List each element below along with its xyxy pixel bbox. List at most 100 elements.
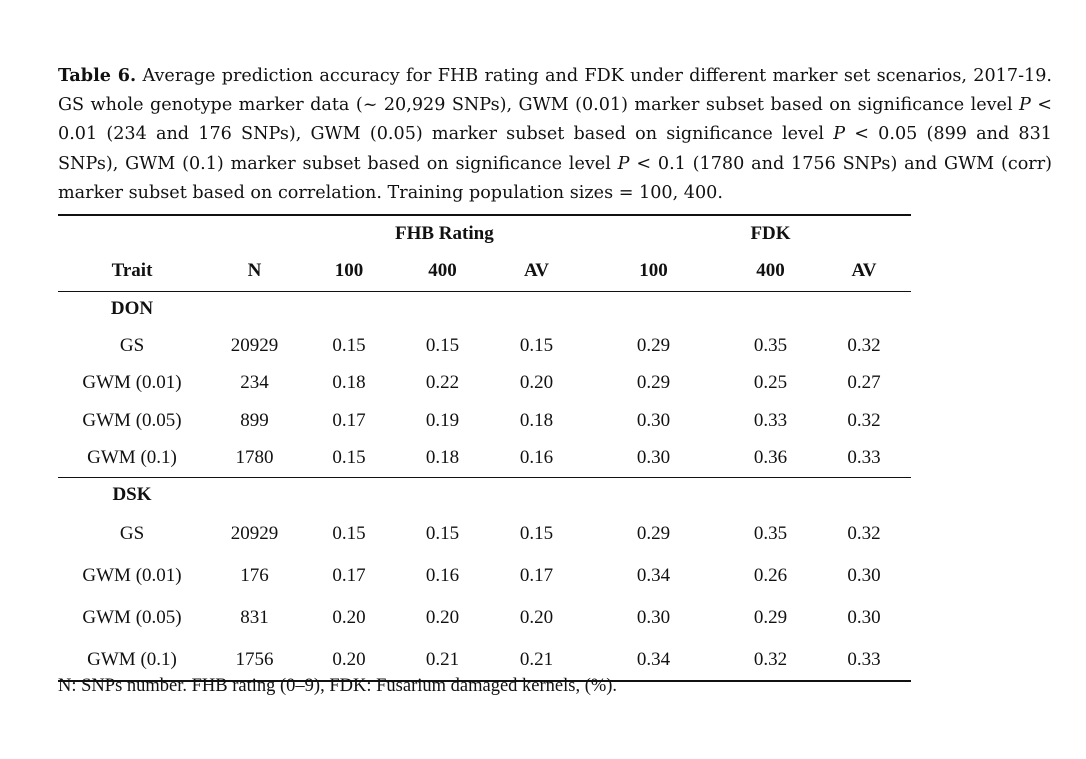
trait-cell: GS xyxy=(119,334,145,356)
n-cell: 831 xyxy=(240,607,269,628)
caption-p-symbol: P xyxy=(1019,95,1031,116)
fdk-av-cell: 0.32 xyxy=(847,523,881,544)
n-cell: 20929 xyxy=(230,334,279,356)
group-header-fhb-rating: FHB Rating xyxy=(395,214,494,251)
section-label: DSK xyxy=(112,484,152,506)
fdk-100-cell: 0.34 xyxy=(636,565,671,586)
fhb-400-cell: 0.21 xyxy=(395,639,490,682)
fdk-av-cell: 0.32 xyxy=(847,409,881,431)
caption-text: Average prediction accuracy for FHB rati… xyxy=(58,66,1052,116)
fhb-400-cell: 0.18 xyxy=(395,439,490,478)
section-spacer xyxy=(206,291,911,327)
fhb-av-cell: 0.21 xyxy=(490,639,583,682)
fhb-400-cell: 0.20 xyxy=(425,607,460,628)
fdk-av-cell: 0.30 xyxy=(847,565,881,586)
fdk-100-cell: 0.30 xyxy=(636,607,671,628)
group-header-spacer xyxy=(58,214,206,251)
table-row: GWM (0.05) 899 0.17 0.19 0.18 0.30 0.33 … xyxy=(58,402,911,440)
trait-cell: GWM (0.01) xyxy=(82,372,182,394)
caption-text: < 0.1 (1780 and 1756 SNPs) and GWM (corr… xyxy=(58,153,1052,203)
table-row: GWM (0.01) 176 0.17 0.16 0.17 0.34 0.26 … xyxy=(58,555,911,597)
trait-cell: GWM (0.1) xyxy=(58,439,206,478)
fdk-av-cell: 0.30 xyxy=(847,607,881,628)
column-header-fhb-100: 100 xyxy=(303,251,395,292)
trait-cell: GWM (0.1) xyxy=(58,639,206,682)
fdk-400-cell: 0.35 xyxy=(753,523,788,544)
n-cell: 176 xyxy=(240,565,269,586)
fhb-400-cell: 0.16 xyxy=(425,565,460,586)
section-spacer xyxy=(206,477,911,513)
fdk-400-cell: 0.35 xyxy=(753,334,788,356)
fdk-100-cell: 0.29 xyxy=(636,372,671,394)
table-row: GWM (0.1) 1780 0.15 0.18 0.16 0.30 0.36 … xyxy=(58,439,911,478)
fdk-av-cell: 0.32 xyxy=(847,334,881,356)
group-header-spacer xyxy=(817,214,911,251)
fhb-av-cell: 0.17 xyxy=(519,565,554,586)
fdk-400-cell: 0.25 xyxy=(753,372,788,394)
fhb-100-cell: 0.20 xyxy=(303,639,395,682)
trait-cell: GWM (0.01) xyxy=(82,565,182,586)
fhb-av-cell: 0.15 xyxy=(519,523,554,544)
group-header-spacer xyxy=(490,214,583,251)
column-header-fdk-av: AV xyxy=(817,251,911,292)
fdk-100-cell: 0.30 xyxy=(583,439,724,478)
n-cell: 1756 xyxy=(206,639,303,682)
column-header-fdk-400: 400 xyxy=(724,251,817,292)
fdk-100-cell: 0.29 xyxy=(636,334,671,356)
column-header-n: N xyxy=(206,251,303,292)
table-footnote: N: SNPs number. FHB rating (0–9), FDK: F… xyxy=(58,676,618,696)
trait-cell: GWM (0.05) xyxy=(82,607,182,628)
section-row-dsk: DSK xyxy=(58,477,911,513)
n-cell: 1780 xyxy=(206,439,303,478)
column-header-trait: Trait xyxy=(58,251,206,292)
n-cell: 20929 xyxy=(230,523,279,544)
table-row: GWM (0.01) 234 0.18 0.22 0.20 0.29 0.25 … xyxy=(58,365,911,403)
fdk-av-cell: 0.33 xyxy=(817,639,911,682)
trait-cell: GS xyxy=(119,523,145,544)
fhb-400-cell: 0.15 xyxy=(425,334,460,356)
group-header-spacer xyxy=(583,214,724,251)
fdk-400-cell: 0.29 xyxy=(753,607,788,628)
table-row: GWM (0.1) 1756 0.20 0.21 0.21 0.34 0.32 … xyxy=(58,639,911,682)
column-header-fhb-av: AV xyxy=(490,251,583,292)
fhb-400-cell: 0.19 xyxy=(425,409,460,431)
fhb-400-cell: 0.15 xyxy=(425,523,460,544)
trait-cell: GWM (0.05) xyxy=(82,409,182,431)
caption-p-symbol: P xyxy=(833,124,846,145)
column-header-row: Trait N 100 400 AV 100 400 AV xyxy=(58,251,911,292)
fdk-100-cell: 0.34 xyxy=(583,639,724,682)
column-header-fdk-100: 100 xyxy=(583,251,724,292)
n-cell: 234 xyxy=(240,372,269,394)
fhb-av-cell: 0.18 xyxy=(519,409,554,431)
fhb-100-cell: 0.17 xyxy=(332,565,366,586)
group-header-fdk: FDK xyxy=(724,214,817,251)
fdk-400-cell: 0.26 xyxy=(753,565,788,586)
table-row: GWM (0.05) 831 0.20 0.20 0.20 0.30 0.29 … xyxy=(58,597,911,639)
fdk-400-cell: 0.36 xyxy=(724,439,817,478)
group-header-row: FHB Rating FDK xyxy=(58,214,911,251)
section-label: DON xyxy=(110,298,154,320)
table-caption: Table 6. Average prediction accuracy for… xyxy=(58,61,1052,208)
fdk-av-cell: 0.33 xyxy=(817,439,911,478)
table-row: GS 20929 0.15 0.15 0.15 0.29 0.35 0.32 xyxy=(58,513,911,555)
fhb-av-cell: 0.15 xyxy=(519,334,554,356)
n-cell: 899 xyxy=(240,409,269,431)
fdk-400-cell: 0.33 xyxy=(753,409,788,431)
column-header-fhb-400: 400 xyxy=(395,251,490,292)
section-row-don: DON xyxy=(58,291,911,327)
caption-text: < 0.01 (234 and 176 SNPs), GWM (0.05) ma… xyxy=(58,95,1052,145)
fhb-av-cell: 0.16 xyxy=(490,439,583,478)
fdk-400-cell: 0.32 xyxy=(724,639,817,682)
fhb-av-cell: 0.20 xyxy=(519,607,554,628)
group-header-spacer xyxy=(303,214,395,251)
fhb-100-cell: 0.18 xyxy=(332,372,366,394)
fhb-400-cell: 0.22 xyxy=(425,372,460,394)
table-label: Table 6. xyxy=(58,65,137,86)
fhb-100-cell: 0.15 xyxy=(303,439,395,478)
fdk-av-cell: 0.27 xyxy=(847,372,881,394)
caption-p-symbol: P xyxy=(617,153,630,174)
fdk-100-cell: 0.30 xyxy=(636,409,671,431)
caption-text: < 0.05 (899 and 831 SNPs), GWM (0.1) mar… xyxy=(58,124,1052,174)
fhb-100-cell: 0.20 xyxy=(332,607,366,628)
fhb-av-cell: 0.20 xyxy=(519,372,554,394)
